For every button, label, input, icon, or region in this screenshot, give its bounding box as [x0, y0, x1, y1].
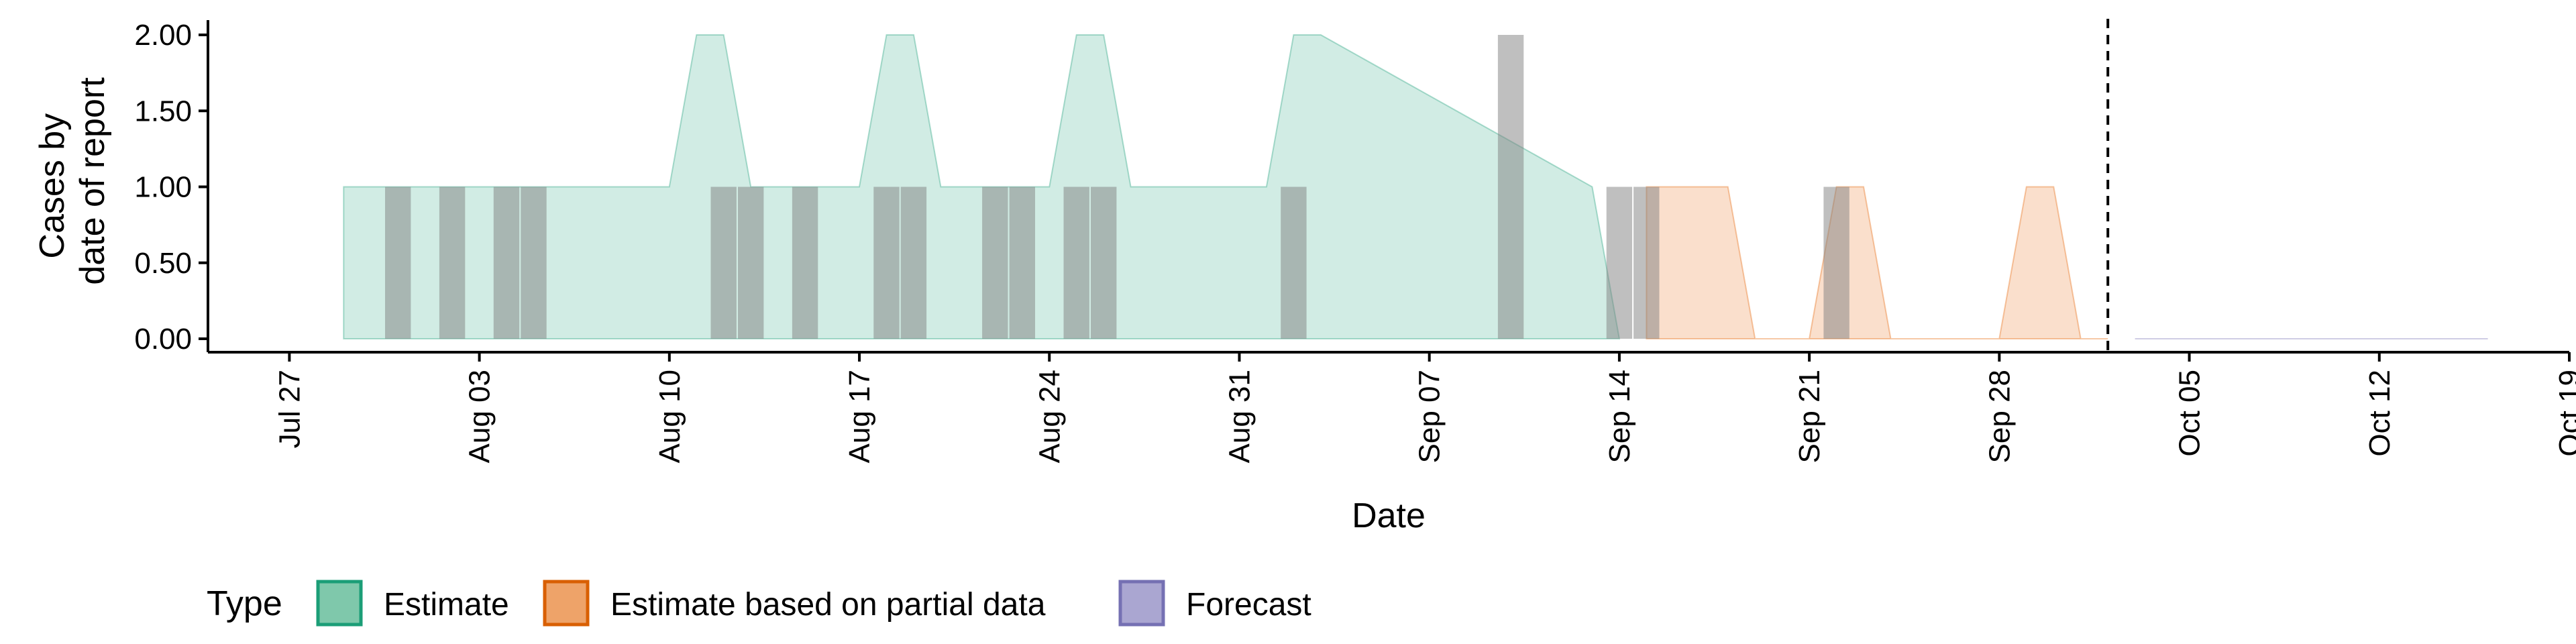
x-tick-label: Sep 14 [1603, 370, 1636, 463]
x-tick-label: Aug 17 [843, 370, 876, 463]
x-tick-label: Oct 05 [2174, 370, 2206, 457]
x-tick-label: Aug 24 [1033, 370, 1066, 463]
case-bar [1823, 186, 1849, 339]
case-bar [1633, 186, 1660, 339]
x-axis-title: Date [1352, 496, 1426, 535]
y-tick-label: 0.50 [134, 247, 192, 280]
plot-area [343, 19, 2488, 352]
case-bar [385, 186, 411, 339]
legend-key-estimate [316, 580, 363, 627]
x-tick-label: Aug 10 [653, 370, 686, 463]
y-axis-title: Cases by date of report [33, 77, 112, 285]
x-tick-label: Aug 03 [464, 370, 496, 463]
x-tick-label: Oct 19 [2553, 370, 2576, 457]
y-axis-title-line-1: Cases by [33, 113, 72, 259]
case-bar [521, 186, 547, 339]
legend-label-forecast: Forecast [1186, 587, 1311, 623]
case-bar [493, 186, 520, 339]
x-axis-ticks: Jul 27 Aug 03 Aug 10 Aug 17 Aug 24 Aug 31 Sep … [273, 352, 2576, 463]
y-axis-ticks: 0.00 0.50 1.00 1.50 2.00 [134, 19, 208, 356]
case-bar [1281, 186, 1307, 339]
x-tick-label: Sep 07 [1413, 370, 1446, 463]
x-tick-label: Jul 27 [273, 370, 306, 448]
ribbon-estimate-based-on-partial-data [1646, 186, 2108, 339]
legend-title: Type [207, 584, 282, 623]
case-bar [982, 186, 1008, 339]
legend-label-partial: Estimate based on partial data [610, 587, 1046, 623]
case-bar [439, 186, 466, 339]
y-tick-label: 1.50 [134, 95, 192, 127]
case-bar [1606, 186, 1633, 339]
case-bar [1009, 186, 1035, 339]
case-bar [792, 186, 818, 339]
y-tick-label: 0.00 [134, 323, 192, 356]
case-bar [710, 186, 737, 339]
x-tick-label: Aug 31 [1224, 370, 1256, 463]
y-tick-label: 2.00 [134, 19, 192, 52]
case-bar [873, 186, 900, 339]
legend-label-estimate: Estimate [384, 587, 509, 623]
x-tick-label: Oct 12 [2363, 370, 2396, 457]
y-tick-label: 1.00 [134, 171, 192, 204]
case-bar [900, 186, 927, 339]
legend-key-forecast [1118, 580, 1165, 627]
case-bar [1063, 186, 1089, 339]
y-axis-title-line-2: date of report [73, 77, 112, 285]
case-bar [1497, 35, 1524, 339]
legend: Type Estimate Estimate based on partial … [207, 580, 1311, 627]
case-bar [738, 186, 764, 339]
x-tick-label: Sep 21 [1793, 370, 1826, 463]
legend-key-partial [543, 580, 590, 627]
x-tick-label: Sep 28 [1983, 370, 2016, 463]
case-bar [1091, 186, 1117, 339]
